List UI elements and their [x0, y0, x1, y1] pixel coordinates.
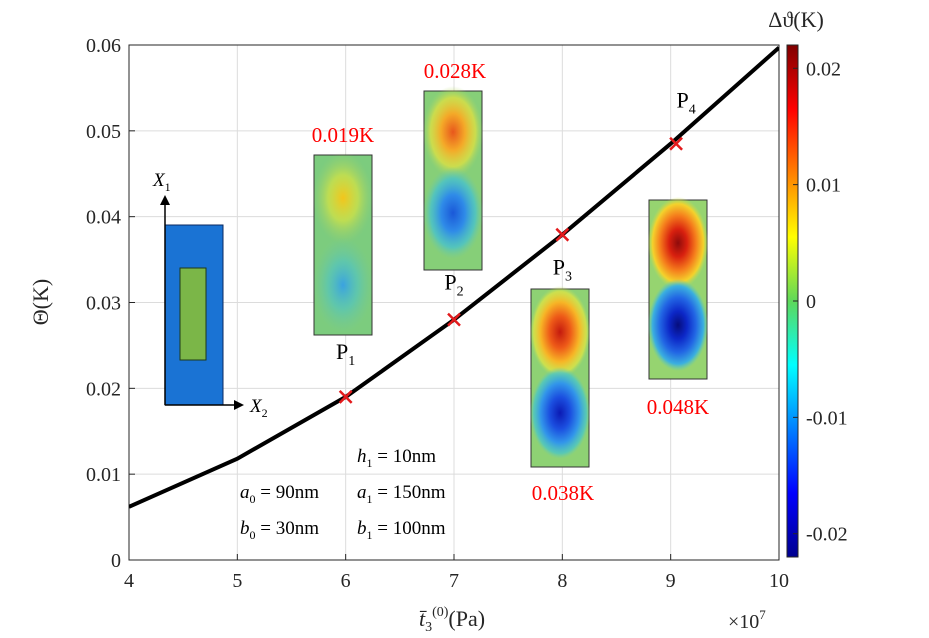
- x2-axis-label: X2: [249, 396, 268, 420]
- x-tick-label: 6: [341, 570, 351, 592]
- x-tick-label: 7: [449, 570, 459, 592]
- inclusion-block: [179, 267, 207, 361]
- field-map-p3-cold-region: [530, 367, 590, 459]
- point-label: P1: [336, 339, 355, 369]
- x-tick-label: 10: [769, 570, 789, 592]
- field-map-p4-cold-region: [648, 279, 708, 371]
- param-a0: a0 = 90nm: [240, 482, 319, 506]
- x-tick-label: 8: [557, 570, 567, 592]
- point-label: P4: [676, 88, 695, 118]
- colorbar: -0.02 -0.01 0 0.01 0.02 Δϑ(K): [768, 7, 848, 558]
- x-tick-label: 4: [124, 570, 134, 592]
- param-h1: h1 = 10nm: [357, 446, 436, 470]
- y-tick-label: 0.05: [86, 121, 121, 143]
- field-map-p2: [423, 86, 483, 271]
- x-tick-label: 9: [666, 570, 676, 592]
- colorbar-ticks: -0.02 -0.01 0 0.01 0.02: [793, 58, 848, 546]
- y-tick-label: 0.01: [86, 464, 121, 486]
- field-map-p3: [530, 286, 590, 468]
- x-axis-label: t̄3(0)(Pa): [419, 605, 485, 635]
- x1-axis-label: X1: [152, 170, 171, 194]
- colorbar-tick-label: 0.02: [806, 58, 841, 80]
- delta-annotation: 0.048K: [647, 395, 709, 419]
- field-map-p1-hot-region: [313, 152, 373, 244]
- y-tick-label: 0.04: [86, 207, 121, 229]
- colorbar-tick-label: -0.02: [806, 524, 848, 546]
- colorbar-tick-label: 0.01: [806, 175, 841, 197]
- parameter-annotation: h1 = 10nm a0 = 90nm a1 = 150nm b0 = 30nm…: [240, 446, 446, 542]
- field-map-p4-hot-region: [648, 197, 708, 289]
- field-map-p1-cold-region: [313, 237, 373, 333]
- field-map-p4: [648, 197, 708, 380]
- field-map-p1: [313, 152, 373, 336]
- x2-axis-arrow-icon: [234, 400, 244, 410]
- delta-annotation: 0.028K: [424, 59, 486, 83]
- field-map-p2-cold-region: [423, 167, 483, 259]
- colorbar-title: Δϑ(K): [768, 7, 824, 32]
- x-axis-multiplier: ×107: [728, 607, 766, 633]
- y-tick-label: 0.03: [86, 293, 121, 315]
- delta-annotation: 0.038K: [532, 481, 594, 505]
- y-tick-label: 0: [111, 550, 121, 572]
- x1-axis-arrow-icon: [160, 195, 170, 205]
- point-markers: [338, 136, 683, 404]
- point-marker: [338, 390, 353, 404]
- geometry-inset: X1 X2: [152, 170, 268, 420]
- y-axis-label: Θ(K): [28, 279, 53, 325]
- param-b1: b1 = 100nm: [357, 518, 446, 542]
- point-marker: [447, 312, 461, 327]
- y-tick-label: 0.02: [86, 378, 121, 400]
- y-tick-label: 0.06: [86, 35, 121, 57]
- param-a1: a1 = 150nm: [357, 482, 446, 506]
- delta-annotations: 0.019K 0.028K 0.038K 0.048K: [312, 59, 709, 505]
- point-marker: [669, 136, 683, 151]
- delta-annotation: 0.019K: [312, 123, 374, 147]
- param-b0: b0 = 30nm: [240, 518, 319, 542]
- point-label: P3: [553, 255, 572, 285]
- x-axis-ticks: 4 5 6 7 8 9 10: [124, 554, 789, 592]
- point-label: P2: [444, 270, 463, 300]
- point-marker: [555, 227, 570, 242]
- x-tick-label: 5: [232, 570, 242, 592]
- point-labels: P1 P2 P3 P4: [336, 88, 696, 369]
- colorbar-tick-label: 0: [806, 291, 816, 313]
- field-map-p2-hot-region: [423, 86, 483, 178]
- field-map-p3-hot-region: [530, 286, 590, 378]
- colorbar-tick-label: -0.01: [806, 407, 848, 429]
- y-axis-ticks: 0 0.01 0.02 0.03 0.04 0.05 0.06: [86, 35, 135, 572]
